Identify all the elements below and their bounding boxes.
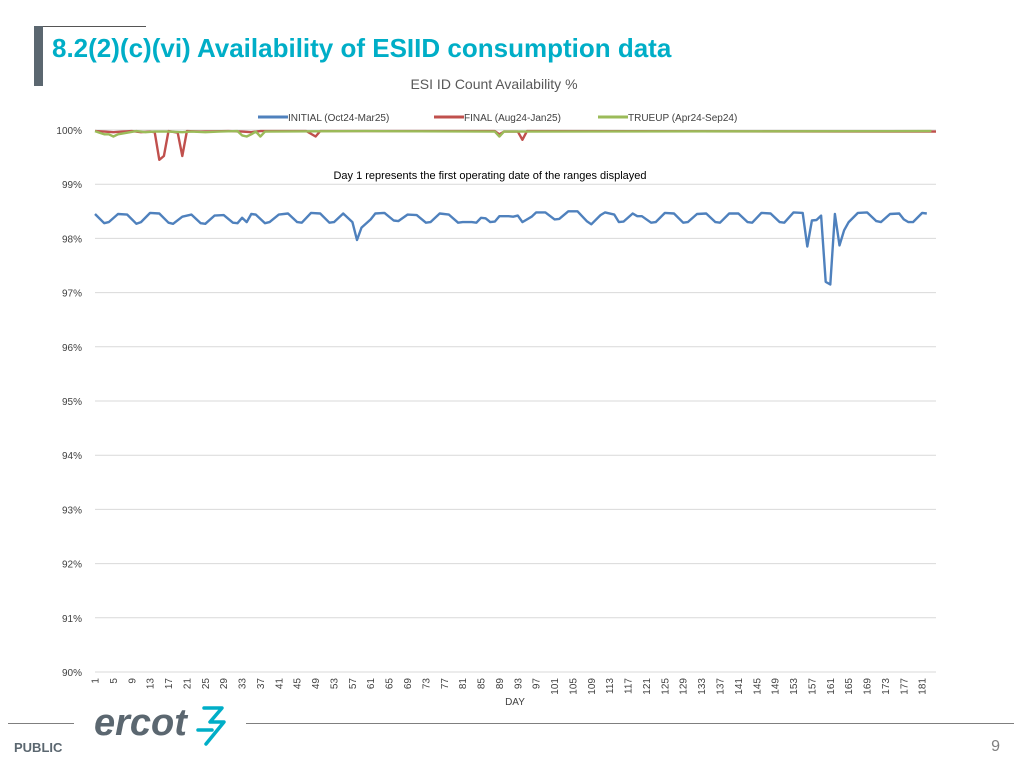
x-tick-label: 145 [752, 678, 763, 695]
x-tick-label: 133 [697, 678, 708, 695]
x-tick-label: 157 [807, 678, 818, 695]
title-accent-bar [34, 26, 43, 86]
x-tick-label: 149 [771, 678, 782, 695]
x-tick-label: 97 [532, 678, 543, 690]
y-tick-label: 96% [62, 343, 82, 354]
y-tick-label: 90% [62, 668, 82, 679]
y-tick-label: 94% [62, 451, 82, 462]
x-tick-label: 53 [329, 678, 340, 690]
ercot-logo: ercot [94, 702, 226, 746]
x-tick-label: 17 [164, 678, 175, 690]
x-tick-label: 1 [91, 678, 102, 684]
y-tick-label: 95% [62, 397, 82, 408]
x-tick-label: 41 [274, 678, 285, 690]
ercot-logo-text: ercot [94, 702, 188, 744]
x-tick-label: 169 [863, 678, 874, 695]
legend-label: FINAL (Aug24-Jan25) [464, 113, 561, 124]
x-tick-label: 13 [146, 678, 157, 690]
x-tick-label: 101 [550, 678, 561, 695]
x-tick-label: 129 [679, 678, 690, 695]
y-tick-label: 97% [62, 289, 82, 300]
x-tick-label: 5 [109, 678, 120, 684]
x-tick-label: 85 [477, 678, 488, 690]
x-tick-label: 173 [881, 678, 892, 695]
x-tick-label: 73 [421, 678, 432, 690]
series-line-trueup [94, 129, 932, 138]
footer-public-label: PUBLIC [14, 740, 63, 755]
x-tick-label: 113 [605, 678, 616, 694]
x-tick-label: 181 [918, 678, 929, 695]
x-tick-label: 117 [624, 678, 635, 694]
y-tick-label: 92% [62, 560, 82, 571]
x-tick-label: 45 [293, 678, 304, 690]
x-tick-label: 57 [348, 678, 359, 690]
x-axis-label: DAY [505, 697, 525, 708]
x-tick-label: 69 [403, 678, 414, 690]
x-tick-label: 25 [201, 678, 212, 690]
x-tick-label: 9 [127, 678, 138, 684]
x-tick-label: 177 [899, 678, 910, 695]
series-line-initial [94, 210, 927, 286]
x-tick-label: 89 [495, 678, 506, 690]
y-tick-label: 99% [62, 180, 82, 191]
x-tick-label: 153 [789, 678, 800, 695]
x-tick-label: 161 [826, 678, 837, 695]
legend-label: TRUEUP (Apr24-Sep24) [628, 113, 737, 124]
y-tick-label: 98% [62, 234, 82, 245]
title-divider [34, 26, 146, 27]
footer-divider-left [8, 723, 74, 724]
x-tick-label: 81 [458, 678, 469, 690]
x-tick-label: 93 [513, 678, 524, 690]
y-tick-label: 91% [62, 614, 82, 625]
x-tick-label: 77 [440, 678, 451, 690]
y-tick-label: 100% [56, 126, 82, 137]
page-number: 9 [991, 738, 1000, 755]
x-tick-label: 49 [311, 678, 322, 690]
x-tick-label: 105 [568, 678, 579, 695]
x-tick-label: 61 [366, 678, 377, 690]
x-tick-label: 65 [385, 678, 396, 690]
footer-divider-right [246, 723, 1014, 724]
x-tick-label: 137 [716, 678, 727, 695]
x-tick-label: 21 [182, 678, 193, 690]
x-tick-label: 33 [238, 678, 249, 690]
ercot-logo-bolt-icon [196, 706, 226, 746]
x-tick-label: 125 [660, 678, 671, 695]
legend-label: INITIAL (Oct24-Mar25) [288, 113, 389, 124]
availability-line-chart: ESI ID Count Availability % 90% 91% 92% 93% 9… [56, 76, 937, 708]
x-tick-label: 165 [844, 678, 855, 695]
series-line-final [94, 129, 937, 161]
slide-title: 8.2(2)(c)(vi) Availability of ESIID cons… [52, 33, 672, 63]
x-tick-label: 37 [256, 678, 267, 690]
x-tick-label: 109 [587, 678, 598, 695]
y-tick-label: 93% [62, 505, 82, 516]
x-tick-label: 121 [642, 678, 653, 695]
x-tick-label: 141 [734, 678, 745, 695]
chart-annotation: Day 1 represents the first operating dat… [333, 170, 646, 182]
chart-title: ESI ID Count Availability % [410, 76, 577, 92]
x-tick-label: 29 [219, 678, 230, 690]
